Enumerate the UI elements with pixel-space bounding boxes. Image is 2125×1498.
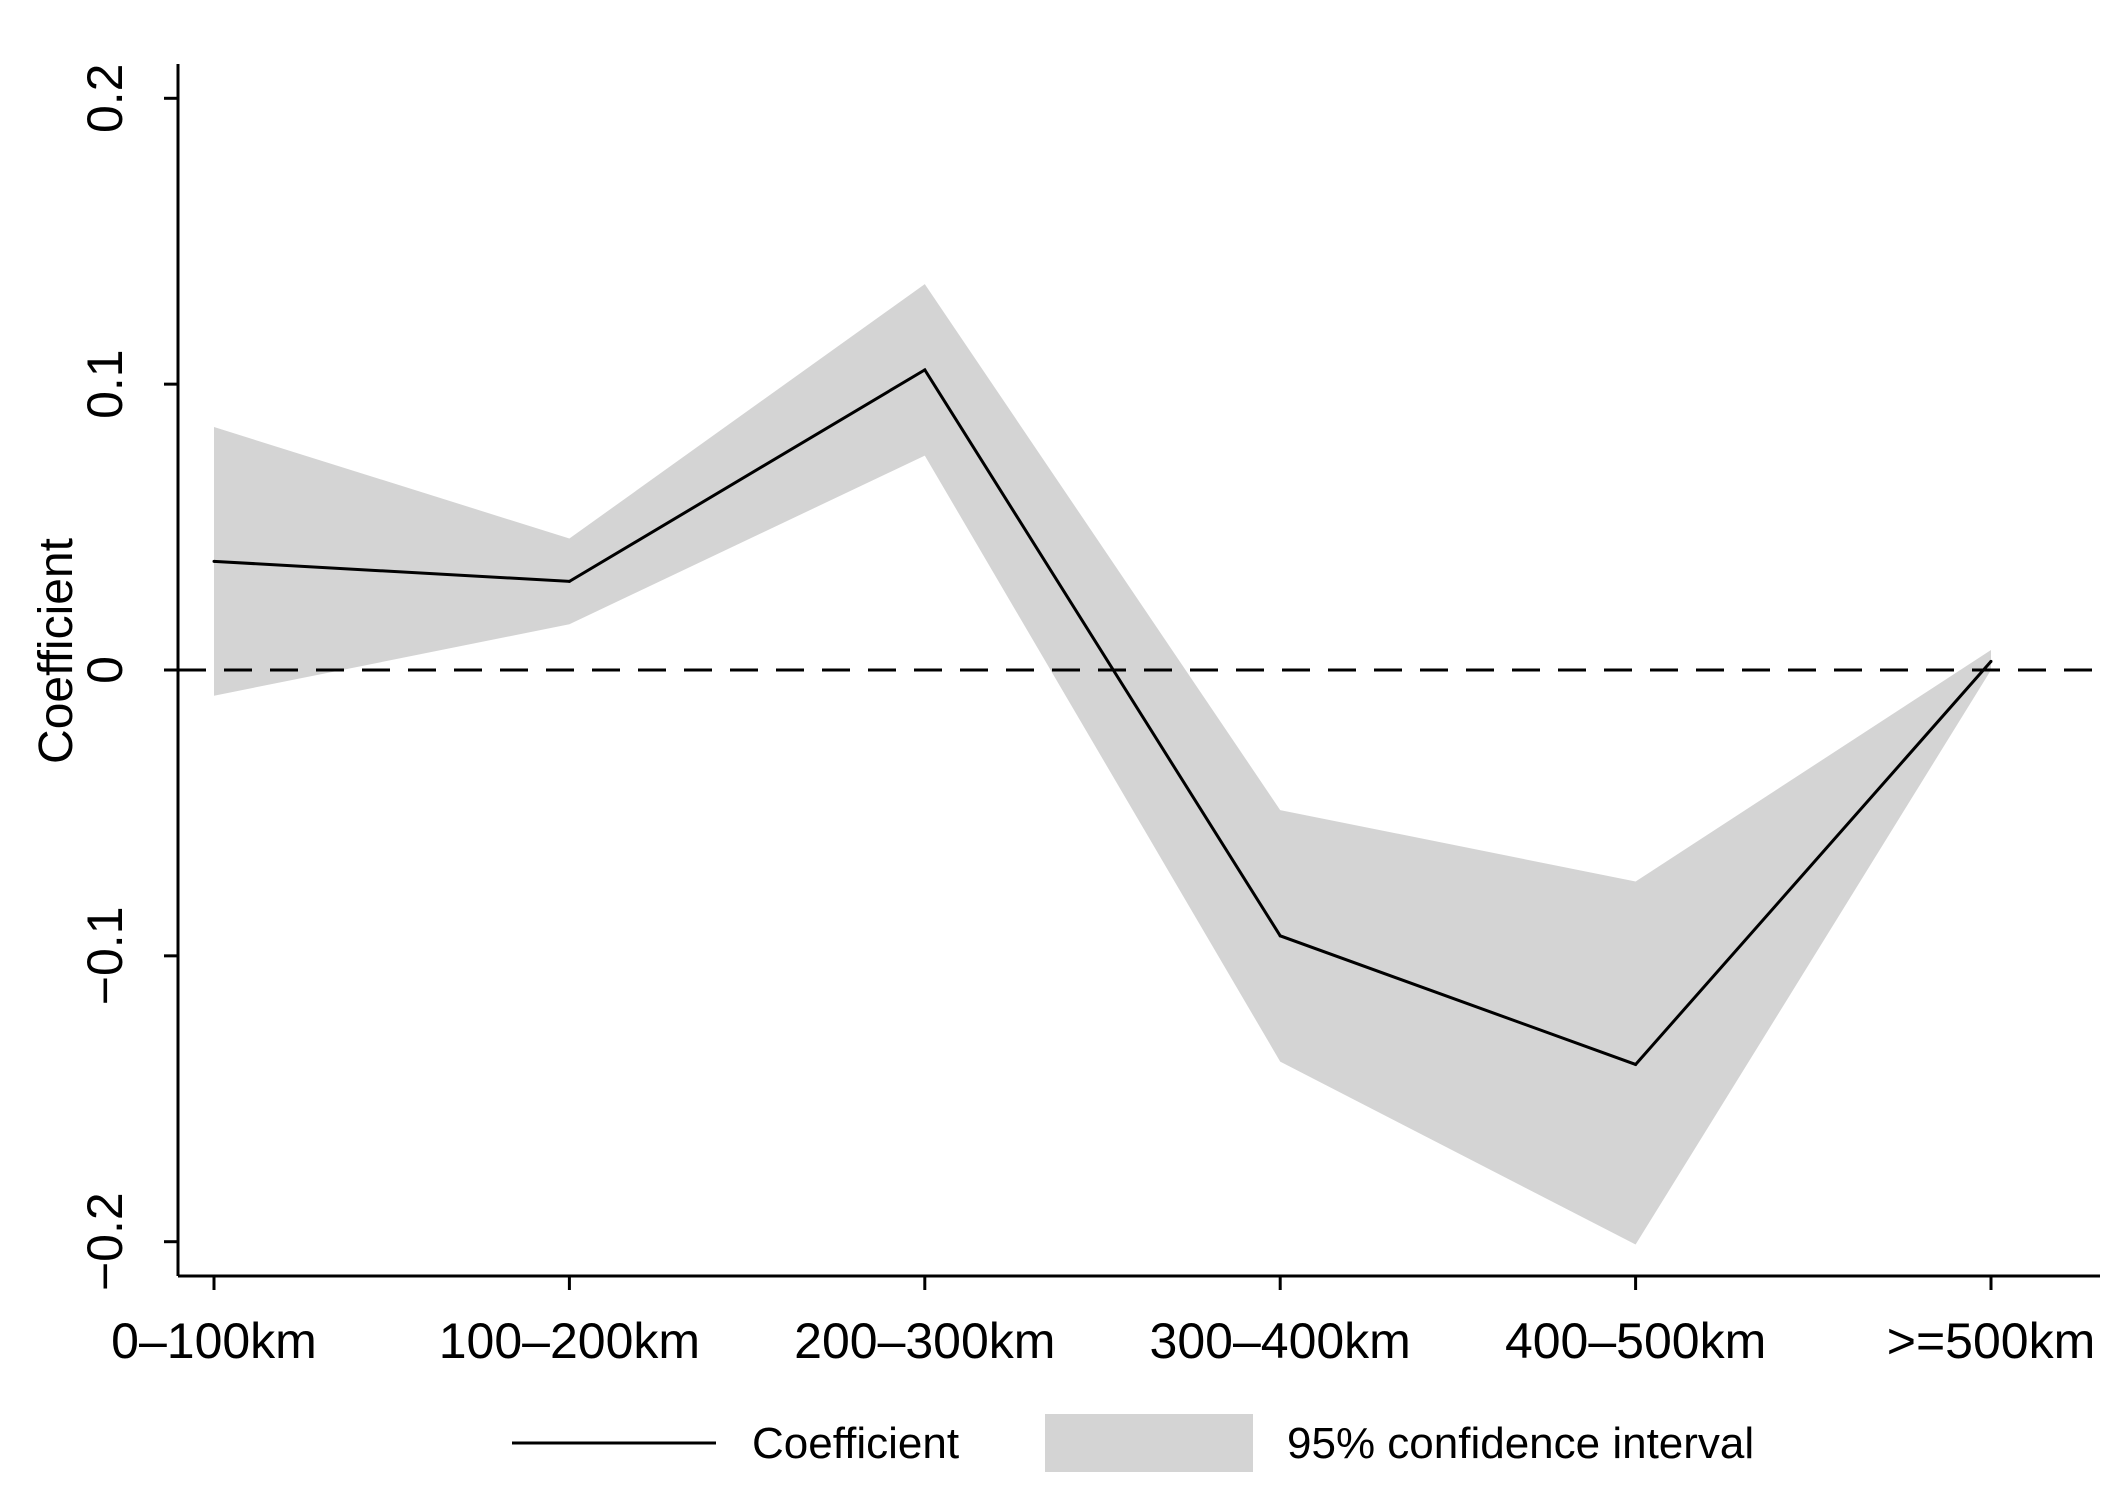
x-tick-label: 300–400km — [1150, 1313, 1411, 1369]
coefficient-point-1 — [567, 579, 571, 583]
legend-label-confidence-interval: 95% confidence interval — [1287, 1419, 1754, 1468]
legend-band-swatch — [1045, 1414, 1253, 1472]
y-tick-label: 0.2 — [77, 64, 133, 134]
y-tick-label: −0.1 — [77, 906, 133, 1005]
confidence-band-layer — [214, 284, 1991, 1245]
x-tick-label: 400–500km — [1505, 1313, 1766, 1369]
coefficient-point-3 — [1278, 934, 1282, 938]
x-tick-label: 0–100km — [111, 1313, 317, 1369]
coefficient-point-4 — [1634, 1062, 1638, 1066]
legend-label-coefficient: Coefficient — [752, 1419, 959, 1468]
coefficient-line-layer — [212, 367, 1993, 1067]
y-axis-title: Coefficient — [30, 538, 83, 764]
y-tick-label: −0.2 — [77, 1192, 133, 1291]
y-ticks: −0.2 −0.1 0 0.1 0.2 — [77, 64, 178, 1291]
x-tick-label: 200–300km — [794, 1313, 1055, 1369]
x-ticks: 0–100km 100–200km 200–300km 300–400km 400–50… — [111, 1276, 2095, 1369]
y-tick-label: 0 — [77, 656, 133, 684]
x-tick-label: 100–200km — [439, 1313, 700, 1369]
coefficient-point-0 — [212, 559, 216, 563]
legend: Coefficient 95% confidence interval — [512, 1414, 1754, 1472]
coefficient-line — [213, 367, 1993, 1067]
coefficient-point-2 — [923, 368, 927, 372]
x-tick-label: >=500km — [1887, 1313, 2095, 1369]
y-tick-label: 0.1 — [77, 349, 133, 419]
confidence-band — [214, 284, 1991, 1245]
coefficient-point-5 — [1989, 659, 1993, 663]
